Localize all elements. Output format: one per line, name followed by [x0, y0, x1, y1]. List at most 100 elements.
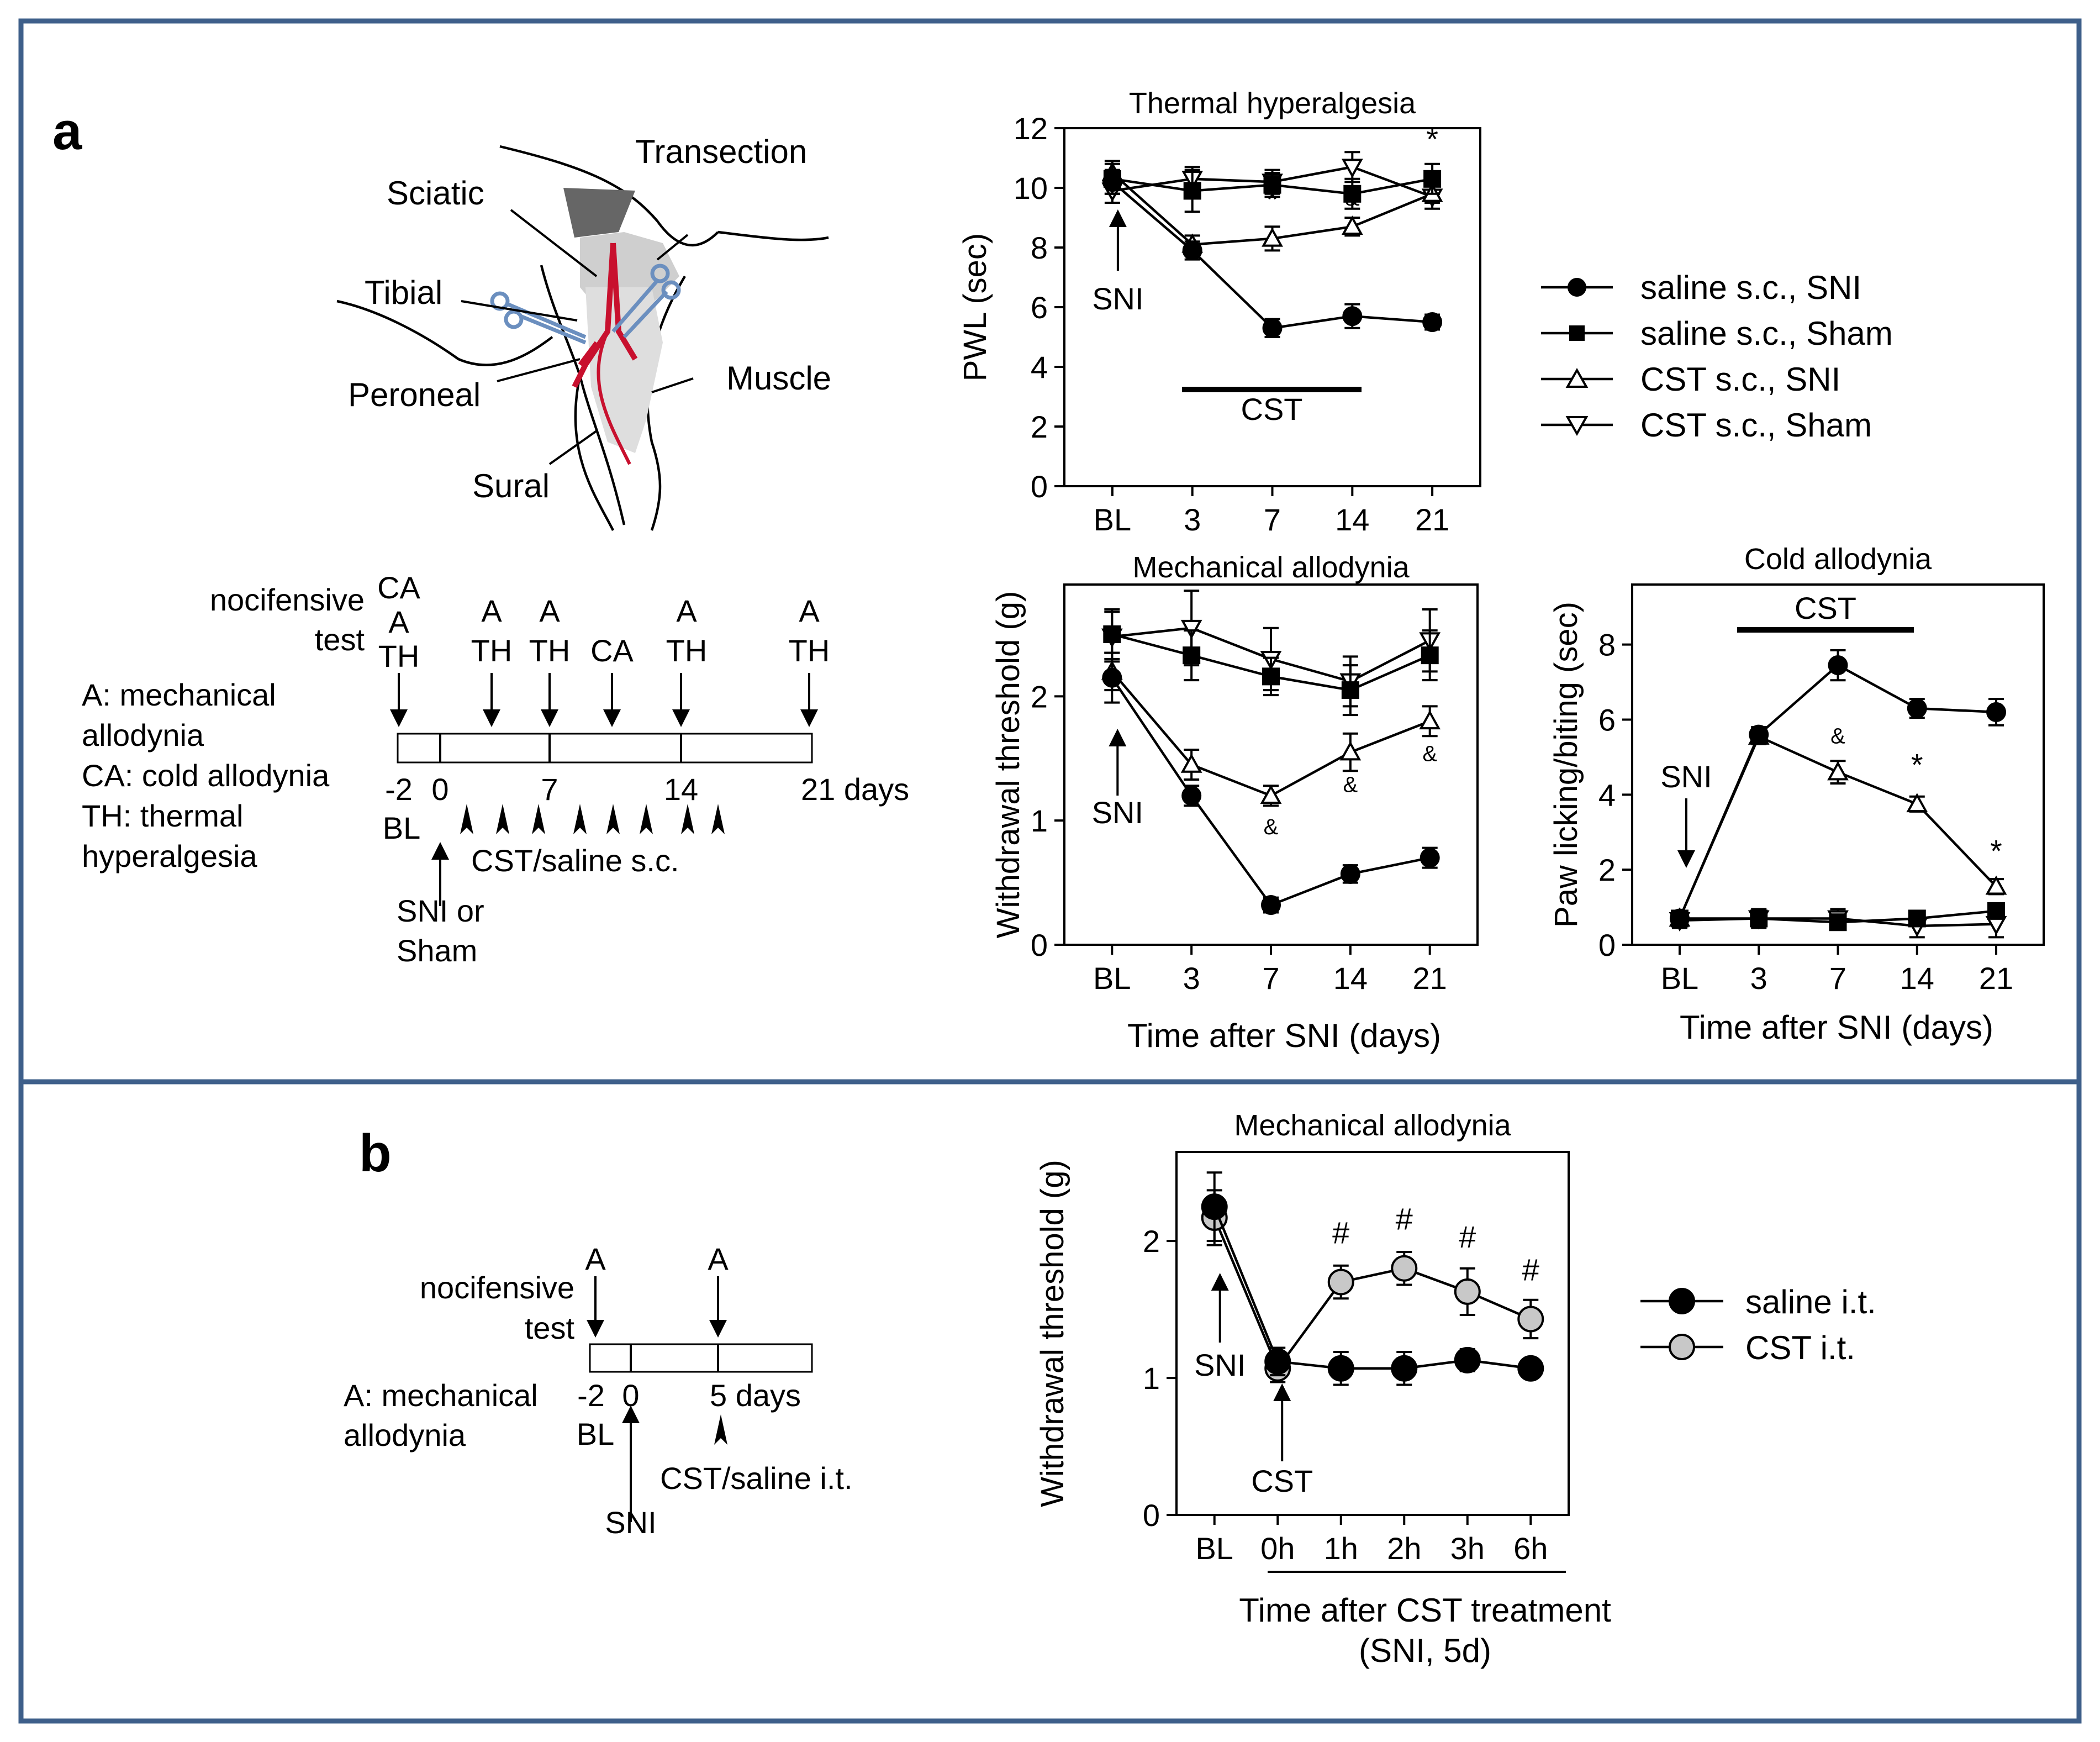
y-tick-label: 8	[1598, 628, 1616, 662]
surgery-label-2: Sham	[397, 933, 477, 968]
data-point	[1454, 1346, 1481, 1373]
nocifensive-label-2: test	[315, 622, 365, 657]
x-axis-title: Time after SNI (days)	[1127, 1017, 1441, 1054]
data-point	[1262, 227, 1283, 247]
x-axis-title: Time after CST treatment	[1239, 1592, 1611, 1629]
series	[1669, 649, 2007, 929]
significance-annotation: #	[1459, 1219, 1476, 1254]
y-tick-label: 0	[1031, 928, 1048, 962]
x-tick-label: 7	[1262, 961, 1279, 996]
legend-entry: saline s.c., Sham	[1541, 315, 1893, 352]
y-tick-label: 2	[1598, 852, 1616, 887]
data-point	[1183, 646, 1201, 665]
significance-annotation: &	[1345, 186, 1360, 210]
tibial-label: Tibial	[365, 274, 442, 311]
cst-label: CST	[1251, 1464, 1313, 1498]
legend-line: A: mechanical	[344, 1378, 538, 1413]
timeline-a: nocifensive test A: mechanical allodynia…	[82, 570, 909, 968]
legend-label: CST s.c., Sham	[1640, 407, 1872, 444]
surgery-label: SNI or	[397, 893, 484, 928]
day-tick: 21 days	[801, 772, 909, 807]
day-tick: 0	[622, 1378, 639, 1413]
legend-entry: saline i.t.	[1640, 1283, 1876, 1320]
test-label: TH	[529, 633, 571, 668]
day-tick: -2	[385, 772, 413, 807]
legend-line: TH: thermal	[82, 798, 244, 833]
series	[1201, 1171, 1544, 1386]
series	[1669, 725, 2007, 927]
data-point	[1341, 681, 1359, 699]
test-label: A	[799, 593, 820, 628]
timeline-bar	[589, 1343, 813, 1373]
test-label: A	[539, 593, 560, 628]
x-tick-label: 21	[1413, 961, 1447, 996]
x-tick-label: 7	[1264, 502, 1281, 537]
data-point	[1183, 182, 1201, 200]
x-tick-label: BL	[1094, 502, 1132, 537]
sni-label: SNI	[1194, 1348, 1246, 1382]
data-point	[1829, 913, 1847, 931]
data-point	[1263, 176, 1281, 194]
y-axis-title: Withdrawal threshold (g)	[990, 591, 1026, 939]
data-point	[1420, 848, 1440, 868]
nocifensive-label: nocifensive	[210, 582, 365, 617]
data-point	[1327, 1355, 1354, 1382]
data-point	[1986, 702, 2007, 722]
data-point	[1391, 1355, 1418, 1382]
day-tick: 14	[664, 772, 698, 807]
x-tick-label: 1h	[1324, 1531, 1358, 1566]
y-tick-label: 6	[1598, 703, 1616, 738]
y-tick-label: 10	[1014, 171, 1048, 206]
test-label: TH	[789, 633, 830, 668]
significance-annotation: *	[1426, 122, 1438, 156]
day-tick: 0	[431, 772, 449, 807]
y-tick-label: 12	[1014, 111, 1048, 146]
injection-marker	[714, 1414, 727, 1445]
treatment-bar-label: CST	[1241, 392, 1303, 427]
y-tick-label: 6	[1031, 290, 1048, 325]
test-label: CA	[590, 633, 634, 668]
significance-annotation: &	[1343, 773, 1358, 797]
x-tick-label: 14	[1333, 961, 1368, 996]
x-tick-label: BL	[1195, 1531, 1233, 1566]
legend-entry: CST i.t.	[1640, 1329, 1855, 1366]
timeline-bar	[397, 733, 813, 764]
panel-label-b: b	[359, 1124, 392, 1183]
data-point	[1422, 312, 1443, 332]
day-tick: 7	[541, 772, 558, 807]
data-point	[1827, 761, 1849, 781]
y-tick-label: 0	[1031, 469, 1048, 504]
y-axis-title: Withdrawal threshold (g)	[1035, 1160, 1070, 1507]
legend-a: saline s.c., SNI saline s.c., Sham CST s…	[1541, 269, 1893, 444]
legend-b: saline i.t. CST i.t.	[1640, 1283, 1876, 1366]
y-axis-title: Paw licking/biting (sec)	[1548, 602, 1584, 928]
outer-frame	[18, 18, 2082, 1724]
data-point	[1339, 741, 1362, 761]
treatment-label: CST/saline i.t.	[660, 1461, 853, 1496]
data-point	[1419, 710, 1441, 730]
test-label: A	[481, 593, 502, 628]
legend-label: CST s.c., SNI	[1640, 361, 1840, 398]
y-tick-label: 0	[1598, 928, 1616, 962]
significance-annotation: &	[1422, 741, 1437, 766]
data-point	[1987, 902, 2006, 920]
day-tick: 5 days	[710, 1378, 801, 1413]
sni-label: SNI	[1660, 759, 1712, 794]
y-tick-label: 2	[1143, 1224, 1160, 1259]
legend-line: allodynia	[344, 1418, 466, 1452]
significance-annotation: &	[1264, 815, 1279, 839]
series	[1102, 169, 1443, 338]
bl-label: BL	[577, 1417, 615, 1451]
y-tick-label: 0	[1143, 1498, 1160, 1533]
data-point	[1421, 646, 1439, 665]
legend-line: hyperalgesia	[82, 839, 257, 873]
series	[1103, 608, 1439, 717]
y-tick-label: 2	[1031, 679, 1048, 714]
data-point	[1261, 895, 1281, 915]
data-point	[1264, 1348, 1291, 1375]
legend-entry: CST s.c., Sham	[1541, 407, 1872, 444]
treatment-bar-label: CST	[1795, 591, 1856, 625]
data-point	[1103, 625, 1121, 643]
transection-label: Transection	[635, 133, 807, 170]
